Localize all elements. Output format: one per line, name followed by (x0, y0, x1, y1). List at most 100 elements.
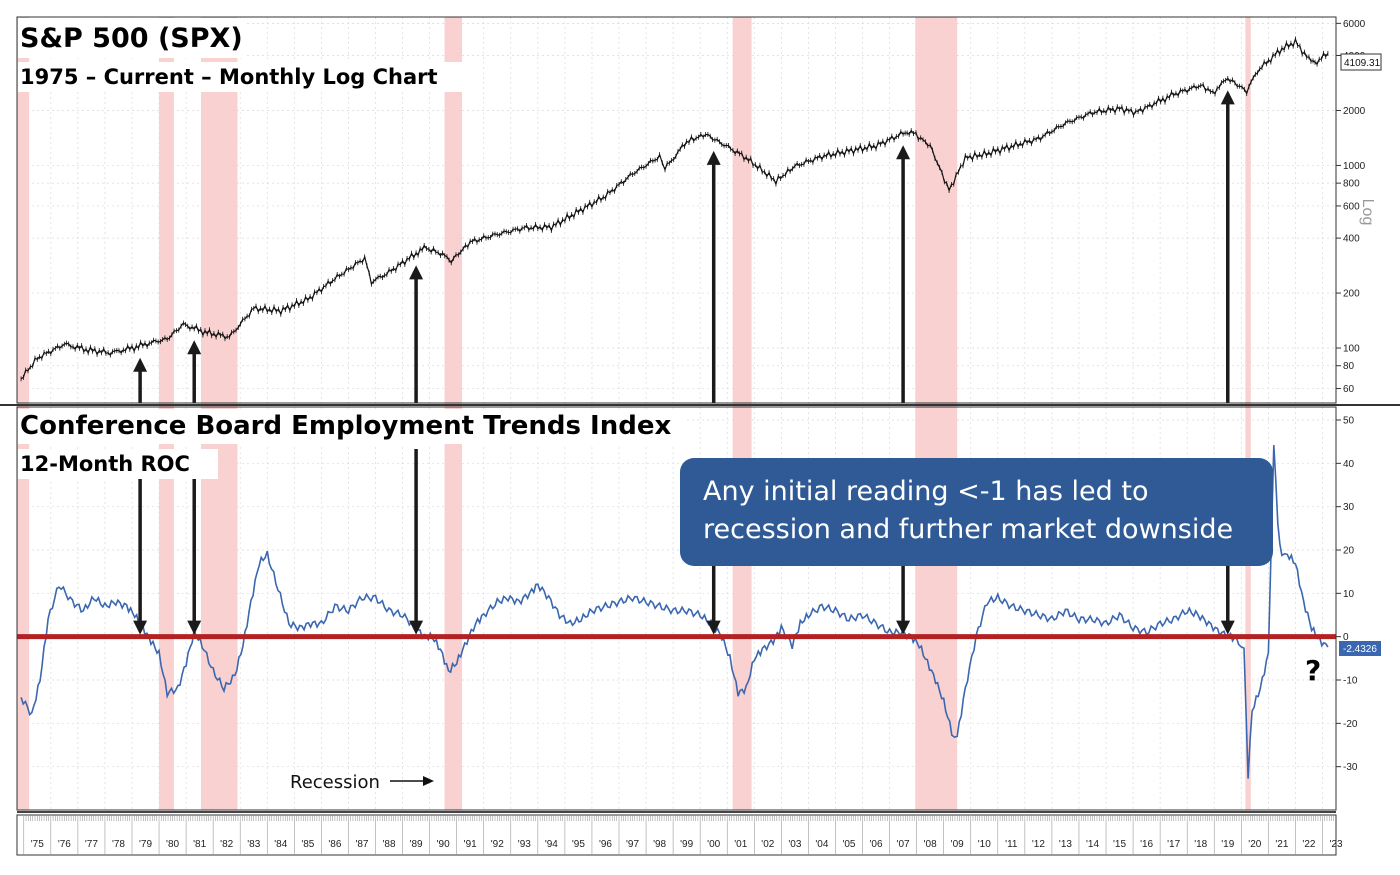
arrow-down-head (706, 620, 721, 635)
eti-ytick-label: -10 (1343, 676, 1358, 687)
arrow-up-head (1220, 90, 1235, 105)
xtick-label: '75 (31, 839, 44, 850)
arrow-up-head (133, 357, 148, 372)
title-backdrop (18, 18, 246, 58)
xtick-label: '78 (112, 839, 125, 850)
recession-band (1245, 17, 1251, 810)
question-mark: ? (1305, 654, 1321, 687)
xtick-label: '10 (978, 839, 991, 850)
eti-last-value-tag: -2.4326 (1339, 641, 1381, 656)
eti-subtitle: 12-Month ROC (20, 452, 190, 476)
xtick-label: '06 (870, 839, 883, 850)
spx-panel-border (16, 16, 1337, 404)
xtick-label: '82 (220, 839, 233, 850)
xtick-label: '02 (761, 839, 774, 850)
recession-label: Recession (290, 772, 380, 793)
xtick-label: '17 (1167, 839, 1180, 850)
xtick-label: '14 (1086, 839, 1099, 850)
xtick-label: '97 (626, 839, 639, 850)
spx-ytick-label: 60 (1343, 384, 1355, 395)
callout-line-1: Any initial reading <-1 has led to (703, 476, 1149, 507)
xtick-label: '08 (924, 839, 937, 850)
spx-ytick-label: 1000 (1343, 161, 1366, 172)
xtick-label: '91 (464, 839, 477, 850)
callout-line-2: recession and further market downside (703, 514, 1233, 545)
xtick-label: '00 (707, 839, 720, 850)
xtick-label: '87 (355, 839, 368, 850)
xtick-label: '07 (897, 839, 910, 850)
xtick-label: '18 (1194, 839, 1207, 850)
spx-ytick-label: 600 (1343, 201, 1360, 212)
arrow-up-head (706, 150, 721, 165)
eti-ytick-label: 30 (1343, 502, 1355, 513)
xtick-label: '11 (1005, 839, 1018, 850)
spx-last-value-tag: 4109.31 (1340, 53, 1382, 71)
xtick-label: '95 (572, 839, 585, 850)
arrow-down-head (133, 620, 148, 635)
eti-title: Conference Board Employment Trends Index (20, 411, 671, 441)
subtitle-backdrop (18, 62, 468, 92)
spx-subtitle: 1975 – Current – Monthly Log Chart (20, 65, 438, 89)
arrow-down-head (409, 620, 424, 635)
eti-title-backdrop (18, 409, 686, 444)
eti-series (20, 445, 1329, 779)
eti-ytick-label: 0 (1343, 632, 1349, 643)
xtick-label: '99 (680, 839, 693, 850)
xtick-label: '86 (328, 839, 341, 850)
xtick-label: '79 (139, 839, 152, 850)
eti-ytick-label: -30 (1343, 762, 1358, 773)
eti-last-value: -2.4326 (1343, 644, 1377, 655)
xtick-label: '89 (410, 839, 423, 850)
xtick-label: '88 (383, 839, 396, 850)
callout-box (680, 458, 1273, 566)
xtick-label: '90 (437, 839, 450, 850)
xtick-label: '05 (842, 839, 855, 850)
spx-ytick-label: 800 (1343, 179, 1360, 190)
spx-ytick-label: 200 (1343, 289, 1360, 300)
xtick-label: '92 (491, 839, 504, 850)
spx-ytick-label: 80 (1343, 361, 1355, 372)
recession-band (732, 17, 752, 810)
arrow-down-head (1220, 620, 1235, 635)
xtick-label: '77 (85, 839, 98, 850)
log-axis-label: Log (1359, 199, 1376, 226)
spx-ytick-label: 400 (1343, 234, 1360, 245)
eti-ytick-label: 10 (1343, 589, 1355, 600)
chart-frame (0, 16, 1400, 856)
eti-panel-border (16, 406, 1337, 811)
spx-ytick-label: 100 (1343, 344, 1360, 355)
eti-ytick-label: -20 (1343, 719, 1358, 730)
xtick-label: '15 (1113, 839, 1126, 850)
spx-title: S&P 500 (SPX) (20, 23, 243, 54)
xtick-label: '76 (58, 839, 71, 850)
x-axis-box (16, 814, 1337, 856)
eti-ytick-label: 40 (1343, 459, 1355, 470)
recession-label-arrowhead (423, 776, 434, 786)
xtick-label: '20 (1248, 839, 1261, 850)
xtick-label: '98 (653, 839, 666, 850)
xtick-label: '85 (301, 839, 314, 850)
xtick-label: '16 (1140, 839, 1153, 850)
xtick-label: '09 (951, 839, 964, 850)
eti-ytick-label: 50 (1343, 416, 1355, 427)
recession-band (915, 17, 958, 810)
xtick-label: '94 (545, 839, 558, 850)
xtick-label: '96 (599, 839, 612, 850)
xtick-label: '03 (788, 839, 801, 850)
xtick-label: '81 (193, 839, 206, 850)
arrow-up-head (896, 145, 911, 160)
xtick-label: '84 (274, 839, 287, 850)
eti-subtitle-backdrop (18, 449, 218, 479)
xtick-label: '23 (1329, 839, 1342, 850)
axes: 60801002004006008001000200040006000-30-2… (23, 19, 1366, 855)
arrow-down-head (896, 620, 911, 635)
xtick-label: '93 (518, 839, 531, 850)
spx-series (20, 36, 1329, 382)
arrow-up-head (187, 340, 202, 355)
spx-ytick-label: 2000 (1343, 106, 1366, 117)
spx-last-value: 4109.31 (1344, 58, 1381, 69)
eti-line (20, 445, 1329, 779)
arrow-down-head (187, 620, 202, 635)
xtick-label: '12 (1032, 839, 1045, 850)
